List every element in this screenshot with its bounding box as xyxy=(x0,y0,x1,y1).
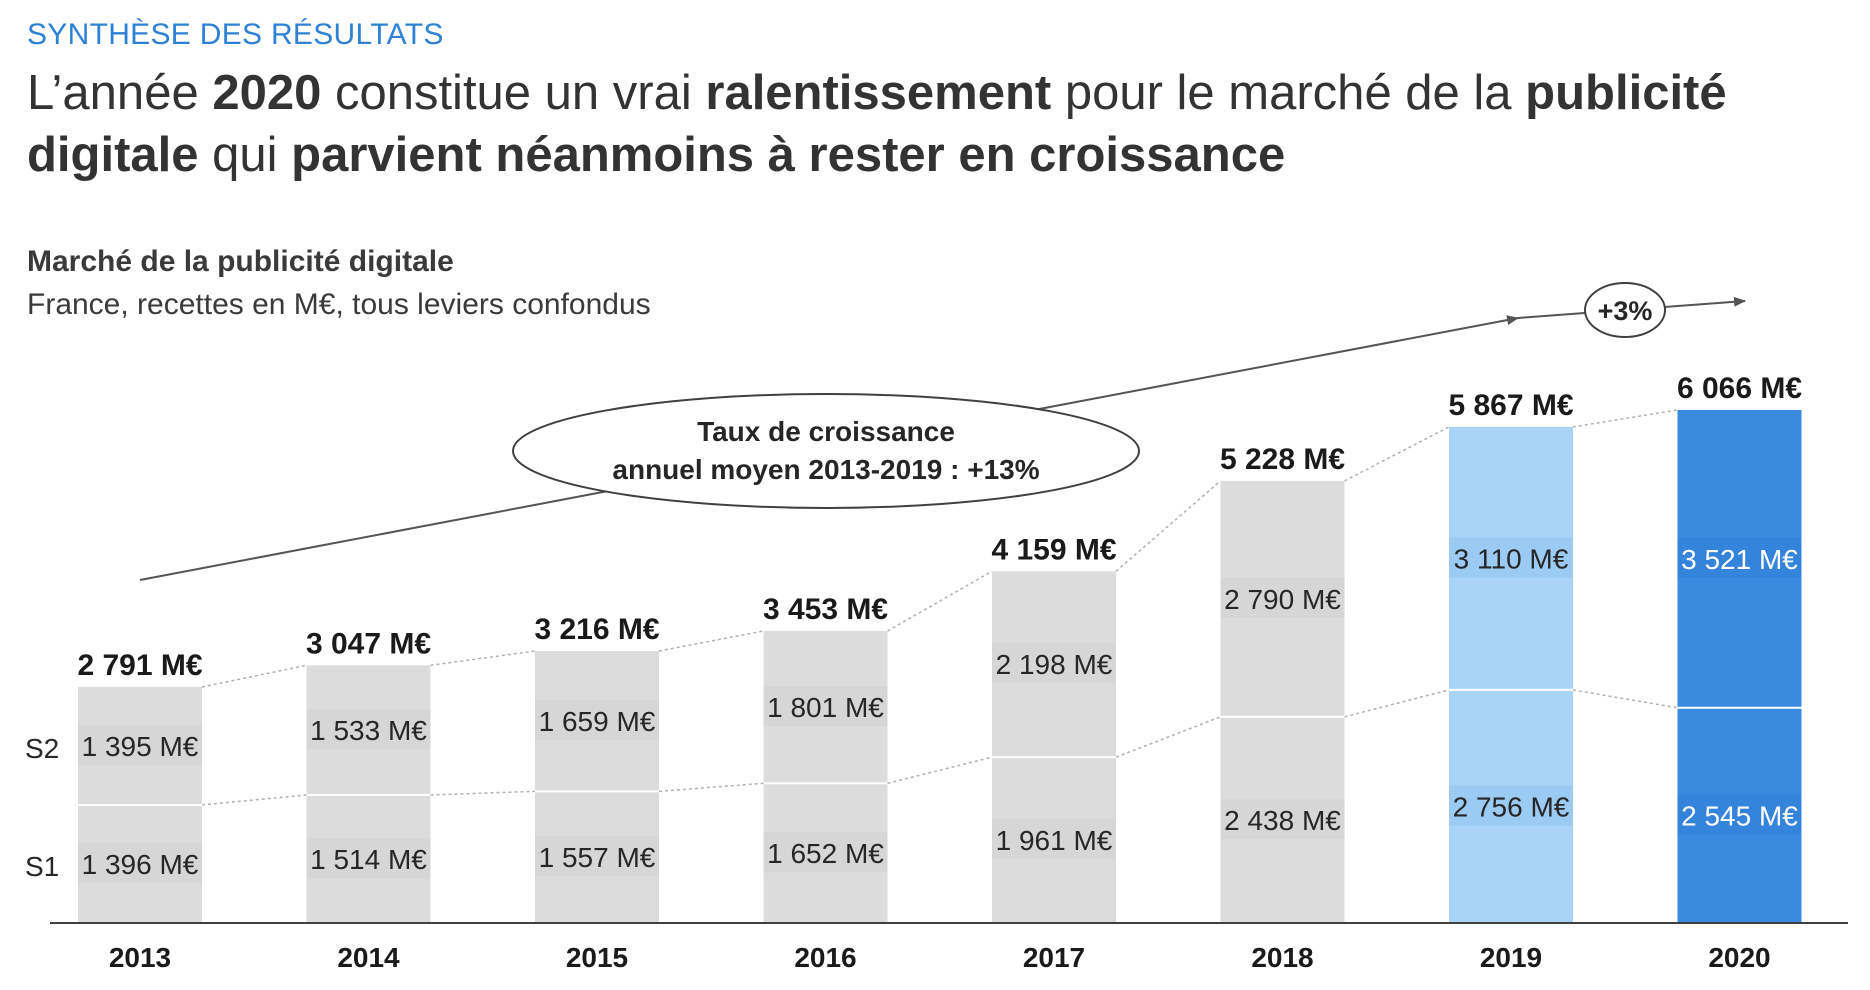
total-connector xyxy=(1344,426,1450,482)
cagr-annotation-line2: annuel moyen 2013-2019 : +13% xyxy=(612,454,1039,485)
category-label-2017: 2017 xyxy=(1023,942,1085,973)
value-label-bg xyxy=(763,832,888,873)
value-label-bg xyxy=(1677,537,1802,578)
value-label-s2-2014: 1 533 M€ xyxy=(310,715,427,746)
category-label-2019: 2019 xyxy=(1480,942,1542,973)
segment-connector xyxy=(201,794,307,806)
growth-2020-bubble xyxy=(1584,282,1666,338)
category-label-2015: 2015 xyxy=(566,942,628,973)
headline-bold: ralentissement xyxy=(705,66,1052,120)
value-label-bg xyxy=(1220,577,1345,618)
total-label-2013: 2 791 M€ xyxy=(77,649,202,682)
value-label-s1-2020: 2 545 M€ xyxy=(1681,800,1798,831)
headline-part: constitue un vrai xyxy=(321,66,706,120)
category-label-2016: 2016 xyxy=(794,942,856,973)
headline-bold: 2020 xyxy=(212,66,322,120)
total-label-2014: 3 047 M€ xyxy=(306,627,431,660)
value-label-s1-2013: 1 396 M€ xyxy=(82,849,199,880)
value-label-s2-2015: 1 659 M€ xyxy=(539,706,656,737)
category-label-2014: 2014 xyxy=(337,942,400,973)
total-label-2019: 5 867 M€ xyxy=(1448,389,1573,422)
value-label-s2-2017: 2 198 M€ xyxy=(996,649,1113,680)
chart-subtitle: France, recettes en M€, tous leviers con… xyxy=(27,288,651,321)
labels-group: 1 395 M€ 1 396 M€ 2 791 M€ 2013 1 533 M€ 1 51… xyxy=(77,372,1802,973)
category-label-2013: 2013 xyxy=(109,942,171,973)
value-label-bg xyxy=(1220,798,1345,839)
value-label-bg xyxy=(78,724,202,765)
value-label-bg xyxy=(78,842,202,883)
value-label-s2-2020: 3 521 M€ xyxy=(1681,544,1798,575)
cagr-annotation-line1: Taux de croissance xyxy=(697,416,955,447)
headline-part: L’année xyxy=(27,66,213,120)
category-label-2020: 2020 xyxy=(1708,942,1770,973)
value-label-s1-2014: 1 514 M€ xyxy=(310,844,427,875)
segment-connector xyxy=(1115,716,1221,758)
total-label-2016: 3 453 M€ xyxy=(763,593,888,626)
category-label-2018: 2018 xyxy=(1251,942,1313,973)
value-label-bg xyxy=(1677,794,1802,835)
total-label-2018: 5 228 M€ xyxy=(1220,443,1345,476)
value-label-s2-2018: 2 790 M€ xyxy=(1224,584,1341,615)
total-connector xyxy=(430,650,536,667)
total-connector xyxy=(1572,409,1678,428)
value-label-bg xyxy=(535,836,659,877)
growth-2020-label: +3% xyxy=(1598,296,1653,326)
value-label-s2-2019: 3 110 M€ xyxy=(1454,543,1569,574)
total-label-2020: 6 066 M€ xyxy=(1677,372,1802,405)
segment-connector xyxy=(1572,689,1678,709)
value-label-bg xyxy=(1449,537,1573,578)
segment-connector xyxy=(887,756,993,785)
value-label-bg xyxy=(535,700,659,741)
value-label-bg xyxy=(992,643,1116,684)
segment-connector xyxy=(1344,689,1450,718)
series-label-s2: S2 xyxy=(25,733,59,764)
segment-connector xyxy=(430,790,536,796)
value-label-s1-2019: 2 756 M€ xyxy=(1453,791,1570,822)
headline-part: pour le marché de la xyxy=(1051,66,1526,120)
value-label-s2-2013: 1 395 M€ xyxy=(82,731,199,762)
total-label-2015: 3 216 M€ xyxy=(534,613,659,646)
series-label-s1: S1 xyxy=(25,851,59,882)
total-connector xyxy=(1115,480,1221,572)
value-label-bg xyxy=(306,837,431,878)
value-label-s1-2016: 1 652 M€ xyxy=(767,838,884,869)
total-connector xyxy=(658,630,764,652)
value-label-s2-2016: 1 801 M€ xyxy=(767,692,884,723)
page-headline: L’année 2020 constitue un vrai ralentiss… xyxy=(27,62,1857,186)
connector-lines xyxy=(201,409,1678,806)
section-eyebrow: SYNTHÈSE DES RÉSULTATS xyxy=(27,18,444,51)
chart-title: Marché de la publicité digitale xyxy=(27,245,454,278)
total-connector xyxy=(887,570,993,632)
headline-bold: parvient néanmoins à rester en croissanc… xyxy=(291,128,1286,182)
headline-bold: publicité digitale xyxy=(27,66,1727,182)
value-label-bg xyxy=(306,709,431,750)
headline-part: qui xyxy=(198,128,292,182)
total-label-2017: 4 159 M€ xyxy=(991,533,1116,566)
segment-connector xyxy=(658,782,764,793)
value-label-bg xyxy=(992,819,1116,860)
cagr-ellipse xyxy=(512,393,1140,509)
value-label-bg xyxy=(763,686,888,727)
value-label-s1-2017: 1 961 M€ xyxy=(996,825,1113,856)
value-label-bg xyxy=(1449,785,1573,826)
value-label-s1-2015: 1 557 M€ xyxy=(539,842,656,873)
total-connector xyxy=(201,664,307,688)
value-label-s1-2018: 2 438 M€ xyxy=(1224,805,1341,836)
